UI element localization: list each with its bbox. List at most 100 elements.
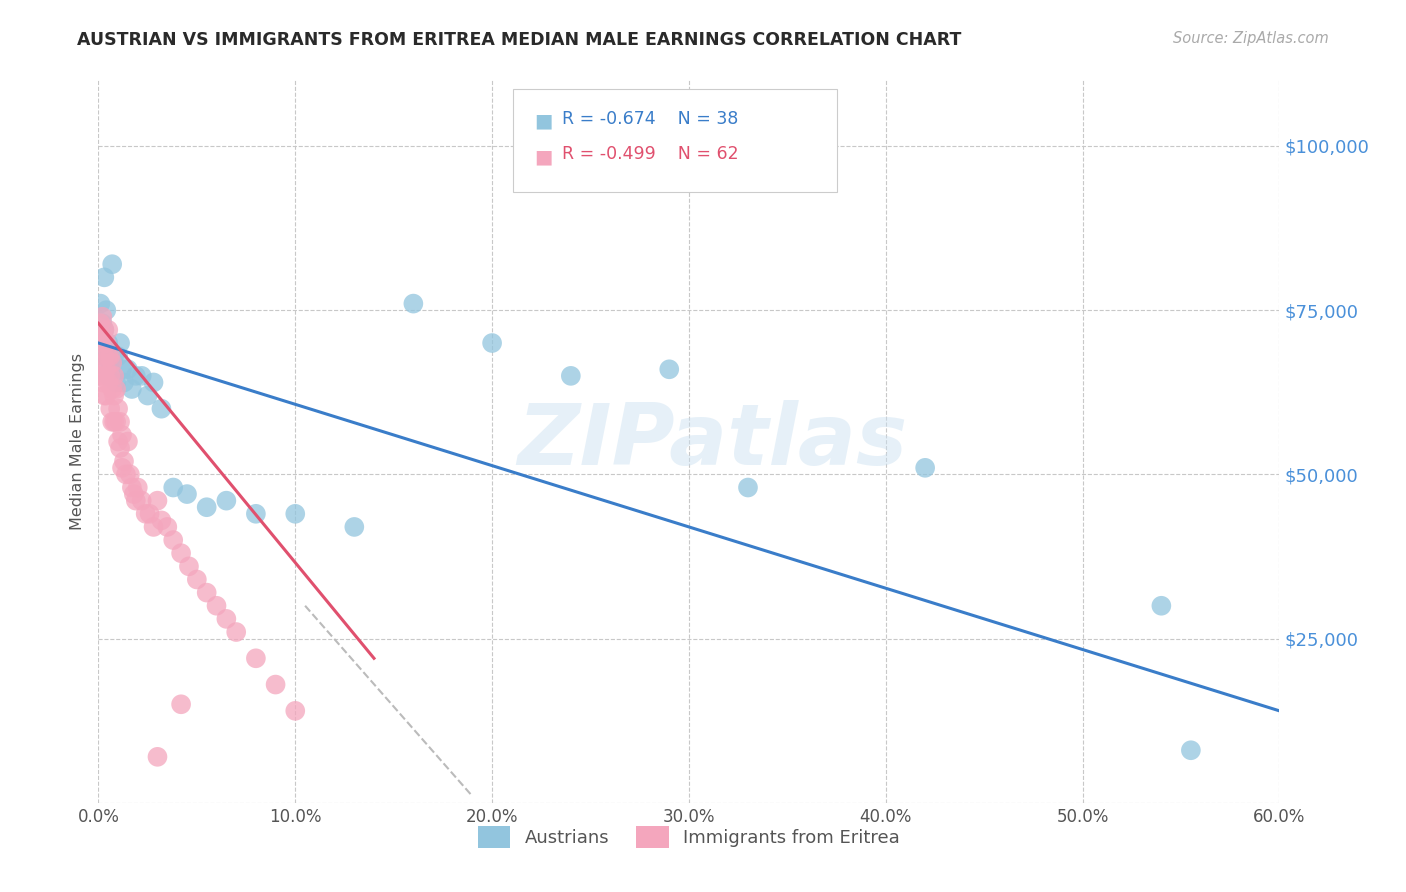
Point	[176, 487, 198, 501]
Point	[101, 257, 124, 271]
Point	[108, 336, 131, 351]
Point	[98, 401, 121, 416]
Point	[93, 323, 115, 337]
Point	[93, 368, 115, 383]
Point	[170, 698, 193, 712]
Point	[135, 507, 157, 521]
Point	[89, 296, 111, 310]
Point	[118, 467, 141, 482]
Point	[117, 434, 139, 449]
Point	[108, 441, 131, 455]
Point	[195, 585, 218, 599]
Point	[96, 388, 118, 402]
Point	[111, 460, 134, 475]
Point	[215, 612, 238, 626]
Point	[560, 368, 582, 383]
Point	[103, 349, 125, 363]
Point	[97, 376, 120, 390]
Text: AUSTRIAN VS IMMIGRANTS FROM ERITREA MEDIAN MALE EARNINGS CORRELATION CHART: AUSTRIAN VS IMMIGRANTS FROM ERITREA MEDI…	[77, 31, 962, 49]
Point	[481, 336, 503, 351]
Point	[103, 388, 125, 402]
Point	[205, 599, 228, 613]
Point	[121, 481, 143, 495]
Point	[105, 415, 128, 429]
Point	[914, 460, 936, 475]
Point	[108, 415, 131, 429]
Point	[162, 481, 184, 495]
Point	[91, 356, 114, 370]
Point	[186, 573, 208, 587]
Point	[131, 493, 153, 508]
Point	[91, 376, 114, 390]
Point	[91, 349, 114, 363]
Point	[112, 454, 135, 468]
Point	[737, 481, 759, 495]
Point	[195, 500, 218, 515]
Point	[1150, 599, 1173, 613]
Point	[150, 401, 173, 416]
Point	[136, 388, 159, 402]
Point	[111, 362, 134, 376]
Point	[658, 362, 681, 376]
Point	[121, 382, 143, 396]
Point	[101, 415, 124, 429]
Point	[97, 349, 120, 363]
Point	[98, 349, 121, 363]
Point	[103, 415, 125, 429]
Point	[93, 270, 115, 285]
Point	[96, 303, 118, 318]
Point	[93, 323, 115, 337]
Point	[117, 362, 139, 376]
Point	[101, 382, 124, 396]
Point	[89, 368, 111, 383]
Text: R = -0.674    N = 38: R = -0.674 N = 38	[562, 110, 738, 128]
Point	[343, 520, 366, 534]
Point	[142, 520, 165, 534]
Point	[101, 356, 124, 370]
Text: ■: ■	[534, 147, 553, 166]
Point	[150, 513, 173, 527]
Text: Source: ZipAtlas.com: Source: ZipAtlas.com	[1173, 31, 1329, 46]
Point	[1180, 743, 1202, 757]
Point	[138, 507, 160, 521]
Point	[122, 487, 145, 501]
Text: R = -0.499    N = 62: R = -0.499 N = 62	[562, 145, 740, 163]
Point	[245, 651, 267, 665]
Point	[97, 336, 120, 351]
Point	[107, 434, 129, 449]
Point	[402, 296, 425, 310]
Text: ■: ■	[534, 112, 553, 130]
Point	[96, 336, 118, 351]
Point	[107, 349, 129, 363]
Point	[142, 376, 165, 390]
Point	[115, 467, 138, 482]
Point	[112, 376, 135, 390]
Point	[103, 368, 125, 383]
Point	[91, 310, 114, 324]
Point	[156, 520, 179, 534]
Point	[93, 349, 115, 363]
Point	[215, 493, 238, 508]
Point	[127, 481, 149, 495]
Point	[105, 376, 128, 390]
Point	[131, 368, 153, 383]
Y-axis label: Median Male Earnings: Median Male Earnings	[70, 353, 86, 530]
Point	[89, 316, 111, 330]
Point	[97, 323, 120, 337]
Point	[264, 677, 287, 691]
Point	[97, 368, 120, 383]
Point	[162, 533, 184, 547]
Text: ZIPatlas: ZIPatlas	[517, 400, 908, 483]
Point	[146, 749, 169, 764]
Point	[177, 559, 200, 574]
Point	[91, 329, 114, 343]
Point	[125, 368, 148, 383]
Point	[146, 493, 169, 508]
Point	[225, 625, 247, 640]
Point	[91, 316, 114, 330]
Point	[98, 362, 121, 376]
Point	[105, 382, 128, 396]
Point	[284, 704, 307, 718]
Point	[245, 507, 267, 521]
Point	[284, 507, 307, 521]
